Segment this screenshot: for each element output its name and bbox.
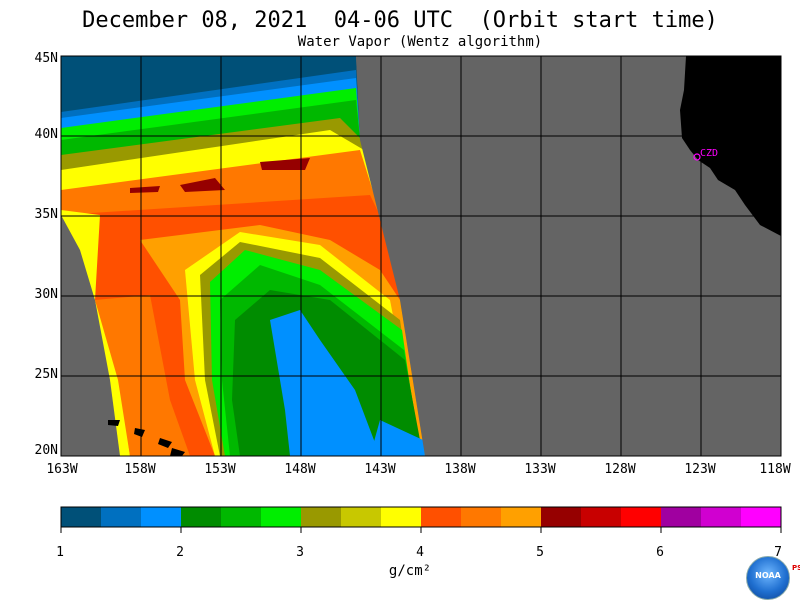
colorbar-tick-6: 6 [656,545,664,560]
colorbar-tick-4: 4 [416,545,424,560]
lon-label-163w: 163W [46,462,78,477]
lat-label-35n: 35N [34,207,58,222]
noaa-logo-text: NOAA [755,571,781,580]
map-subtitle: Water Vapor (Wentz algorithm) [297,34,543,50]
vapor-dry-se [370,420,425,456]
noaa-logo-icon: NOAA [746,556,790,600]
land-north-america [680,56,781,236]
colorbar-swatch-4 [221,507,261,527]
map-frame [60,55,782,457]
colorbar-swatch-17 [741,507,781,527]
colorbar-swatch-9 [421,507,461,527]
island-oahu [134,428,145,437]
island-maui [158,438,172,448]
vapor-dry-core [270,310,380,456]
lat-label-45n: 45N [34,51,58,66]
lon-label-153w: 153W [204,462,236,477]
no-data-east [356,56,781,456]
colorbar-tick-5: 5 [536,545,544,560]
colorbar-units: g/cm² [388,563,432,579]
colorbar-swatch-13 [581,507,621,527]
city-label: CZD [700,148,718,159]
colorbar-swatch-6 [301,507,341,527]
colorbar-swatch-8 [381,507,421,527]
colorbar-swatch-10 [461,507,501,527]
vapor-maxima-2 [260,158,310,170]
map-title: December 08, 2021 04-06 UTC (Orbit start… [82,8,718,33]
colorbar-tick-2: 2 [176,545,184,560]
lon-label-133w: 133W [524,462,556,477]
lon-label-158w: 158W [124,462,156,477]
psl-logo-text: PSL [792,564,800,572]
colorbar-tick-1: 1 [56,545,64,560]
lon-label-123w: 123W [684,462,716,477]
city-marker-icon [693,153,701,161]
colorbar-swatch-11 [501,507,541,527]
lon-label-128w: 128W [604,462,636,477]
lat-label-25n: 25N [34,367,58,382]
lat-label-40n: 40N [34,127,58,142]
colorbar-swatch-3 [181,507,221,527]
vapor-maxima-1 [180,178,225,192]
lon-label-143w: 143W [364,462,396,477]
colorbar-tick-3: 3 [296,545,304,560]
vapor-maxima-3 [130,186,160,193]
colorbar-swatch-0 [61,507,101,527]
lon-label-138w: 138W [444,462,476,477]
colorbar-swatch-14 [621,507,661,527]
colorbar-swatch-16 [701,507,741,527]
lon-label-118w: 118W [759,462,791,477]
colorbar-swatch-7 [341,507,381,527]
colorbar-swatch-12 [541,507,581,527]
colorbar-swatch-1 [101,507,141,527]
colorbar-tick-7: 7 [774,545,782,560]
colorbar-swatch-5 [261,507,301,527]
lat-label-30n: 30N [34,287,58,302]
colorbar-swatch-15 [661,507,701,527]
island-hawaii [170,448,185,456]
lat-label-20n: 20N [34,443,58,458]
no-data-west [61,215,120,456]
lon-label-148w: 148W [284,462,316,477]
colorbar-swatch-2 [141,507,181,527]
island-kauai [108,420,120,426]
